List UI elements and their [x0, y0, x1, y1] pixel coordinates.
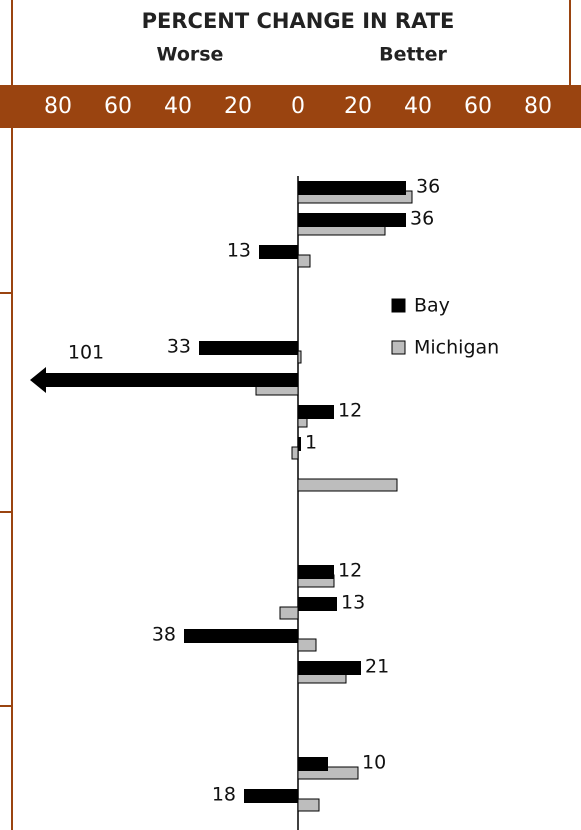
left-label: Worse — [157, 44, 224, 66]
legend-swatch — [391, 340, 406, 355]
x-tick-label: 60 — [104, 94, 132, 119]
x-tick-label: 80 — [44, 94, 72, 119]
x-tick-label: 80 — [524, 94, 552, 119]
bar — [297, 478, 398, 492]
bar — [297, 350, 302, 364]
x-tick-label: 60 — [464, 94, 492, 119]
bar — [297, 638, 317, 652]
legend-swatch — [391, 298, 406, 313]
bar — [291, 446, 299, 460]
bar — [298, 405, 334, 419]
bar — [259, 245, 298, 259]
bar — [298, 757, 328, 771]
value-label: 18 — [212, 784, 236, 806]
bar — [297, 254, 311, 268]
right-label: Better — [379, 44, 447, 66]
value-label: 38 — [152, 624, 176, 646]
x-tick-label: 0 — [291, 94, 305, 119]
legend-label: Michigan — [414, 337, 499, 359]
value-label: 101 — [68, 342, 104, 364]
bar-arrow — [30, 367, 298, 393]
bar — [298, 597, 337, 611]
bar — [298, 437, 301, 451]
chart-title: PERCENT CHANGE IN RATE — [142, 9, 455, 33]
value-label: 12 — [338, 560, 362, 582]
bar — [297, 798, 320, 812]
value-label: 36 — [410, 208, 434, 230]
bar — [184, 629, 298, 643]
bar — [199, 341, 298, 355]
value-label: 33 — [167, 336, 191, 358]
value-label: 12 — [338, 400, 362, 422]
x-tick-label: 40 — [164, 94, 192, 119]
value-label: 13 — [341, 592, 365, 614]
value-label: 36 — [416, 176, 440, 198]
x-tick-label: 20 — [224, 94, 252, 119]
bar — [298, 213, 406, 227]
value-label: 10 — [362, 752, 386, 774]
bar — [298, 661, 361, 675]
bar — [244, 789, 298, 803]
value-label: 21 — [365, 656, 389, 678]
legend-label: Bay — [414, 295, 450, 317]
x-tick-label: 20 — [344, 94, 372, 119]
x-tick-label: 40 — [404, 94, 432, 119]
bar — [298, 181, 406, 195]
bar — [279, 606, 299, 620]
axis-band — [0, 85, 581, 128]
value-label: 1 — [305, 432, 317, 454]
value-label: 13 — [227, 240, 251, 262]
bar — [298, 565, 334, 579]
